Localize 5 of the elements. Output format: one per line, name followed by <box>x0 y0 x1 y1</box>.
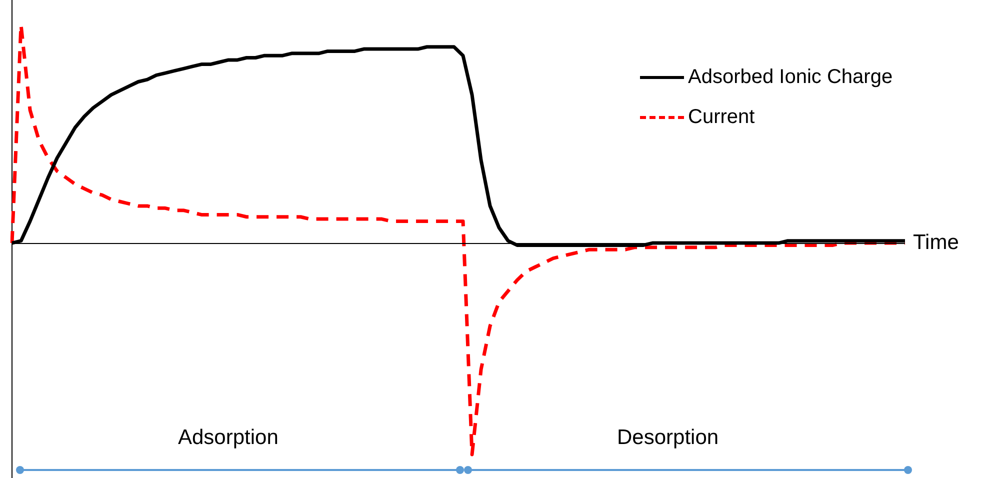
legend-label: Adsorbed Ionic Charge <box>688 66 893 89</box>
x-axis-title: Time <box>913 230 959 254</box>
annotation: Adsorption <box>178 426 278 450</box>
annotation: Desorption <box>617 426 719 450</box>
legend-label: Current <box>688 106 755 129</box>
